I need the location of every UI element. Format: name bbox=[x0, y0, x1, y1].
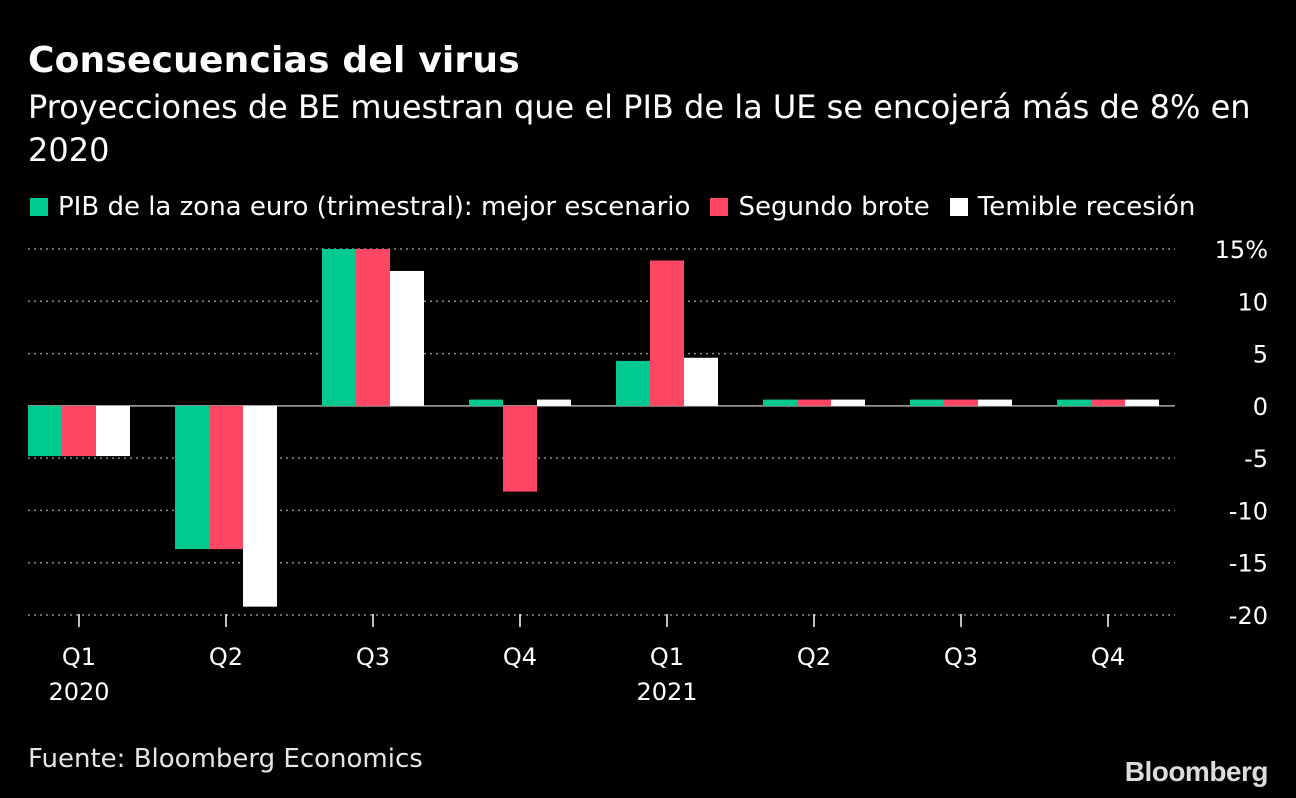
bar-3-5 bbox=[684, 357, 718, 406]
bar-2-6 bbox=[797, 399, 831, 406]
legend-label-severe-recession: Temible recesión bbox=[977, 192, 1196, 222]
x-year-label: 2020 bbox=[48, 678, 109, 706]
legend-swatch-best-scenario bbox=[30, 198, 48, 216]
x-tick-label: Q2 bbox=[797, 643, 831, 671]
bar-1-2 bbox=[175, 405, 209, 550]
source-note: Fuente: Bloomberg Economics bbox=[28, 744, 423, 774]
axis-layer: 15% 10 5 0 -5 -10 -15 -20 Q1 2020 Q2 Q3 Q4 Q1 2021 Q2 Q3… bbox=[48, 236, 1268, 706]
chart-subtitle: Proyecciones de BE muestran que el PIB d… bbox=[28, 88, 1251, 169]
bar-1-3 bbox=[322, 249, 356, 406]
x-tick-label: Q1 bbox=[650, 643, 684, 671]
bar-1-4 bbox=[469, 399, 503, 406]
bar-2-7 bbox=[944, 399, 978, 406]
bar-2-4 bbox=[503, 405, 537, 492]
y-tick-label: 15% bbox=[1215, 236, 1268, 264]
y-tick-label: -5 bbox=[1244, 445, 1268, 473]
legend-label-best-scenario: PIB de la zona euro (trimestral): mejor … bbox=[58, 192, 691, 222]
bar-3-4 bbox=[537, 399, 571, 406]
bar-3-2 bbox=[243, 405, 277, 607]
bar-2-1 bbox=[62, 405, 96, 457]
y-tick-label: -15 bbox=[1229, 550, 1268, 578]
x-tick-label: Q1 bbox=[62, 643, 96, 671]
bloomberg-logo: Bloomberg bbox=[1124, 756, 1269, 787]
bar-3-6 bbox=[831, 399, 865, 406]
bar-3-3 bbox=[390, 270, 424, 406]
x-tick-label: Q3 bbox=[944, 643, 978, 671]
x-tick-label: Q3 bbox=[356, 643, 390, 671]
chart-title: Consecuencias del virus bbox=[28, 40, 520, 81]
y-tick-label: -10 bbox=[1229, 497, 1268, 525]
bar-1-7 bbox=[910, 399, 944, 406]
legend-label-second-outbreak: Segundo brote bbox=[738, 192, 930, 222]
x-year-label: 2021 bbox=[636, 678, 697, 706]
legend-swatch-severe-recession bbox=[949, 198, 968, 216]
bar-1-1 bbox=[28, 405, 62, 457]
bar-1-5 bbox=[616, 360, 650, 406]
y-tick-label: -20 bbox=[1229, 602, 1268, 630]
y-tick-label: 5 bbox=[1253, 341, 1268, 369]
bar-2-3 bbox=[356, 249, 390, 406]
legend-item-second-outbreak: Segundo brote bbox=[710, 192, 930, 222]
bar-3-8 bbox=[1125, 399, 1159, 406]
y-tick-label: 0 bbox=[1253, 393, 1268, 421]
bar-2-2 bbox=[209, 405, 243, 550]
legend: PIB de la zona euro (trimestral): mejor … bbox=[30, 192, 1195, 222]
legend-item-best-scenario: PIB de la zona euro (trimestral): mejor … bbox=[30, 192, 690, 222]
bar-layer bbox=[28, 249, 1159, 607]
bar-1-8 bbox=[1057, 399, 1091, 406]
legend-swatch-second-outbreak bbox=[710, 198, 729, 216]
x-tick-label: Q2 bbox=[209, 643, 243, 671]
bar-3-7 bbox=[978, 399, 1012, 406]
y-tick-label: 10 bbox=[1237, 288, 1268, 316]
x-tick-label: Q4 bbox=[503, 643, 537, 671]
bar-1-6 bbox=[763, 399, 797, 406]
x-tick-label: Q4 bbox=[1091, 643, 1125, 671]
legend-item-severe-recession: Temible recesión bbox=[949, 192, 1196, 222]
bar-2-8 bbox=[1091, 399, 1125, 406]
bar-3-1 bbox=[96, 405, 130, 457]
bar-2-5 bbox=[650, 260, 684, 406]
